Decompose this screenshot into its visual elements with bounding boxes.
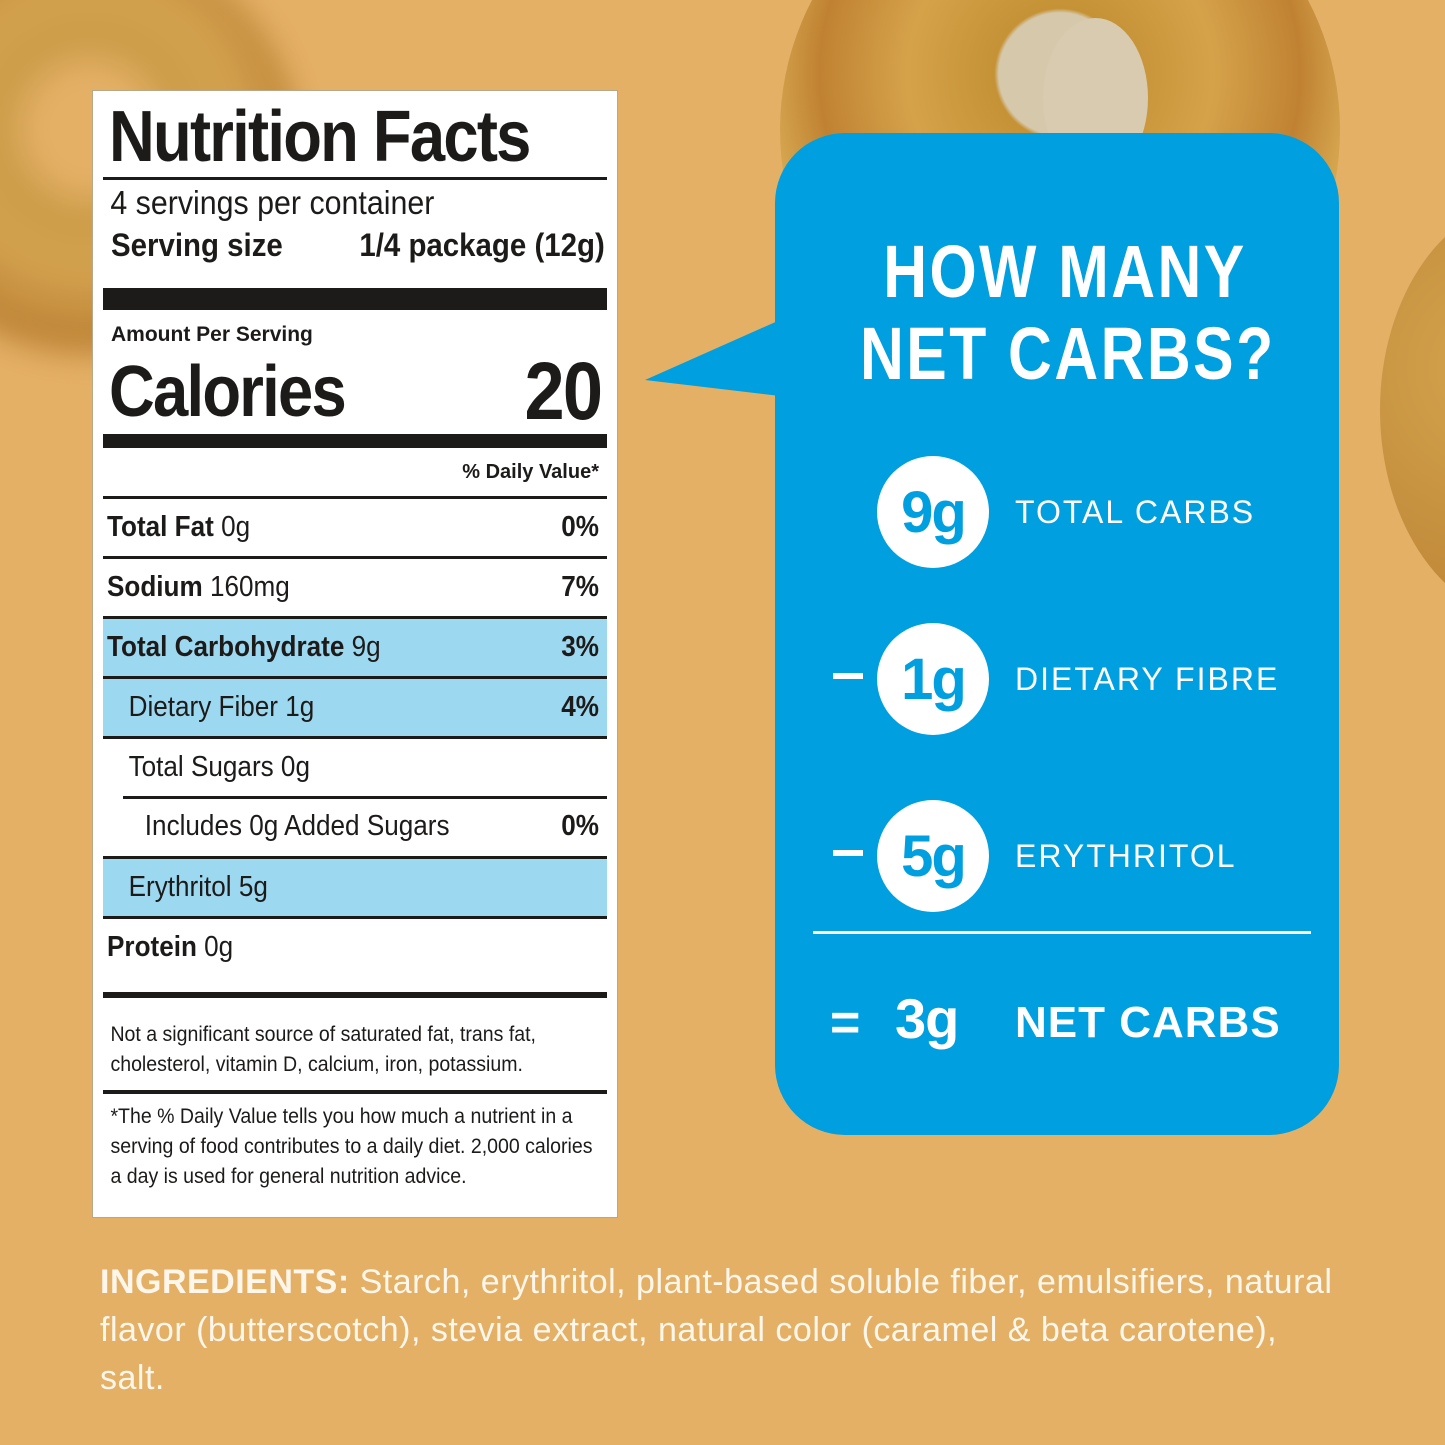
nutrient-name: Sodium [107, 571, 203, 603]
nutrient-row-dietary-fiber: Dietary Fiber 1g 4% [103, 676, 607, 736]
minus-icon [833, 850, 863, 856]
net-carbs-callout: HOW MANY NET CARBS? 9g TOTAL CARBS 1g DI… [775, 133, 1339, 1135]
nutrient-name: Erythritol 5g [128, 871, 268, 903]
ingredients-text: INGREDIENTS: Starch, erythritol, plant-b… [100, 1258, 1350, 1402]
net-carbs-label: NET CARBS [1015, 998, 1281, 1047]
calories-row: Calories 20 [103, 348, 607, 434]
serving-size-value: 1/4 package (12g) [359, 227, 605, 263]
nutrient-daily-value: 0% [561, 809, 599, 842]
nutrient-row-total-fat: Total Fat 0g 0% [103, 496, 607, 556]
nutrition-facts-label: Nutrition Facts 4 servings per container… [92, 90, 618, 1218]
nutrient-amount: 160mg [202, 571, 290, 603]
value-circle: 9g [877, 456, 989, 568]
nutrient-name: Total Fat [107, 511, 214, 543]
callout-title-line2: NET CARBS? [860, 312, 1276, 395]
callout-title: HOW MANY NET CARBS? [860, 230, 1276, 395]
nutrient-daily-value: 0% [561, 511, 599, 543]
nutrient-amount: 0g [213, 511, 251, 543]
value-circle: 5g [877, 800, 989, 912]
nutrient-row-total-sugars: Total Sugars 0g [103, 736, 607, 796]
daily-value-header: % Daily Value* [462, 461, 599, 483]
value-circle: 1g [877, 623, 989, 735]
servings-per-container: 4 servings per container [110, 184, 435, 221]
nutrient-name: Protein [107, 931, 197, 963]
equals-icon: = [830, 994, 861, 1052]
net-carbs-value: 3g [895, 987, 959, 1050]
carb-row-label: DIETARY FIBRE [1015, 661, 1280, 697]
carb-row-total-carbs: 9g TOTAL CARBS [775, 456, 1339, 568]
carb-row-erythritol: 5g ERYTHRITOL [775, 800, 1339, 912]
amount-per-serving: Amount Per Serving [111, 323, 313, 346]
nutrient-name: Dietary Fiber 1g [128, 691, 315, 723]
nutrition-facts-title: Nutrition Facts [109, 97, 531, 177]
divider-thick [103, 992, 607, 998]
nutrient-name: Includes 0g Added Sugars [144, 809, 450, 842]
minus-icon [833, 673, 863, 679]
nutrient-row-added-sugars: Includes 0g Added Sugars 0% [103, 796, 607, 856]
net-carbs-result: = 3g NET CARBS [775, 987, 1339, 1053]
divider-thick [103, 434, 607, 448]
daily-value-footnote: *The % Daily Value tells you how much a … [110, 1105, 593, 1188]
speech-bubble-tail-icon [645, 320, 780, 396]
divider [103, 1090, 607, 1094]
serving-size-label: Serving size [111, 227, 283, 263]
nutrient-row-sodium: Sodium 160mg 7% [103, 556, 607, 616]
nutrient-daily-value: 7% [561, 571, 599, 603]
callout-divider [813, 931, 1311, 934]
nutrient-row-erythritol: Erythritol 5g [103, 856, 607, 916]
not-significant-note: Not a significant source of saturated fa… [110, 1023, 536, 1076]
nutrient-daily-value: 3% [561, 631, 599, 663]
ingredients-heading: INGREDIENTS: [100, 1263, 350, 1301]
calories-value: 20 [524, 346, 603, 437]
spacer [103, 976, 607, 992]
background-donut-right [1380, 200, 1445, 620]
ingredients-list: Starch, erythritol, plant-based soluble … [100, 1263, 1333, 1397]
nutrient-row-total-carbohydrate: Total Carbohydrate 9g 3% [103, 616, 607, 676]
nutrient-row-protein: Protein 0g [103, 916, 607, 976]
nutrient-amount: 0g [196, 931, 234, 963]
carb-row-dietary-fibre: 1g DIETARY FIBRE [775, 623, 1339, 735]
calories-label: Calories [109, 352, 347, 432]
divider-thick [103, 288, 607, 310]
callout-title-line1: HOW MANY [883, 230, 1247, 313]
carb-row-label: ERYTHRITOL [1015, 838, 1237, 874]
nutrient-name: Total Carbohydrate [107, 631, 345, 663]
carb-row-label: TOTAL CARBS [1015, 494, 1256, 530]
serving-size-row: Serving size 1/4 package (12g) [103, 224, 607, 266]
nutrient-amount: 9g [344, 631, 381, 663]
nutrient-name: Total Sugars 0g [128, 751, 310, 783]
nutrient-daily-value: 4% [561, 691, 599, 723]
divider [103, 177, 607, 180]
